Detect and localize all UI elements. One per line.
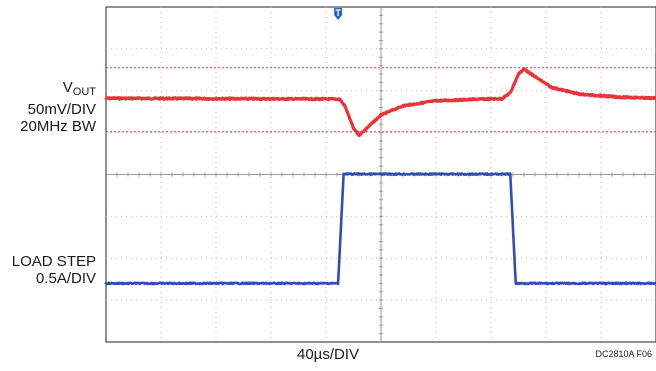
vout-label: VOUT 50mV/DIV 20MHz BW — [20, 79, 96, 135]
x-axis-label: 40µs/DIV — [297, 346, 359, 363]
trigger-marker-glyph — [335, 9, 341, 16]
vout-label-subscript: OUT — [72, 86, 96, 98]
load-step-label: LOAD STEP 0.5A/DIV — [12, 253, 96, 287]
vout-bandwidth-label: 20MHz BW — [20, 118, 96, 135]
vout-trace — [104, 67, 656, 138]
load-step-scale-label: 0.5A/DIV — [35, 270, 96, 287]
trigger-marker-icon — [334, 8, 343, 20]
vout-label-main: V — [62, 79, 73, 96]
load-step-trace — [104, 172, 656, 286]
figure-id: DC2810A F06 — [595, 349, 652, 359]
grid-lines — [106, 7, 656, 342]
vout-scale-label: 50mV/DIV — [27, 101, 96, 118]
load-step-name: LOAD STEP — [11, 253, 96, 270]
traces — [104, 67, 656, 286]
